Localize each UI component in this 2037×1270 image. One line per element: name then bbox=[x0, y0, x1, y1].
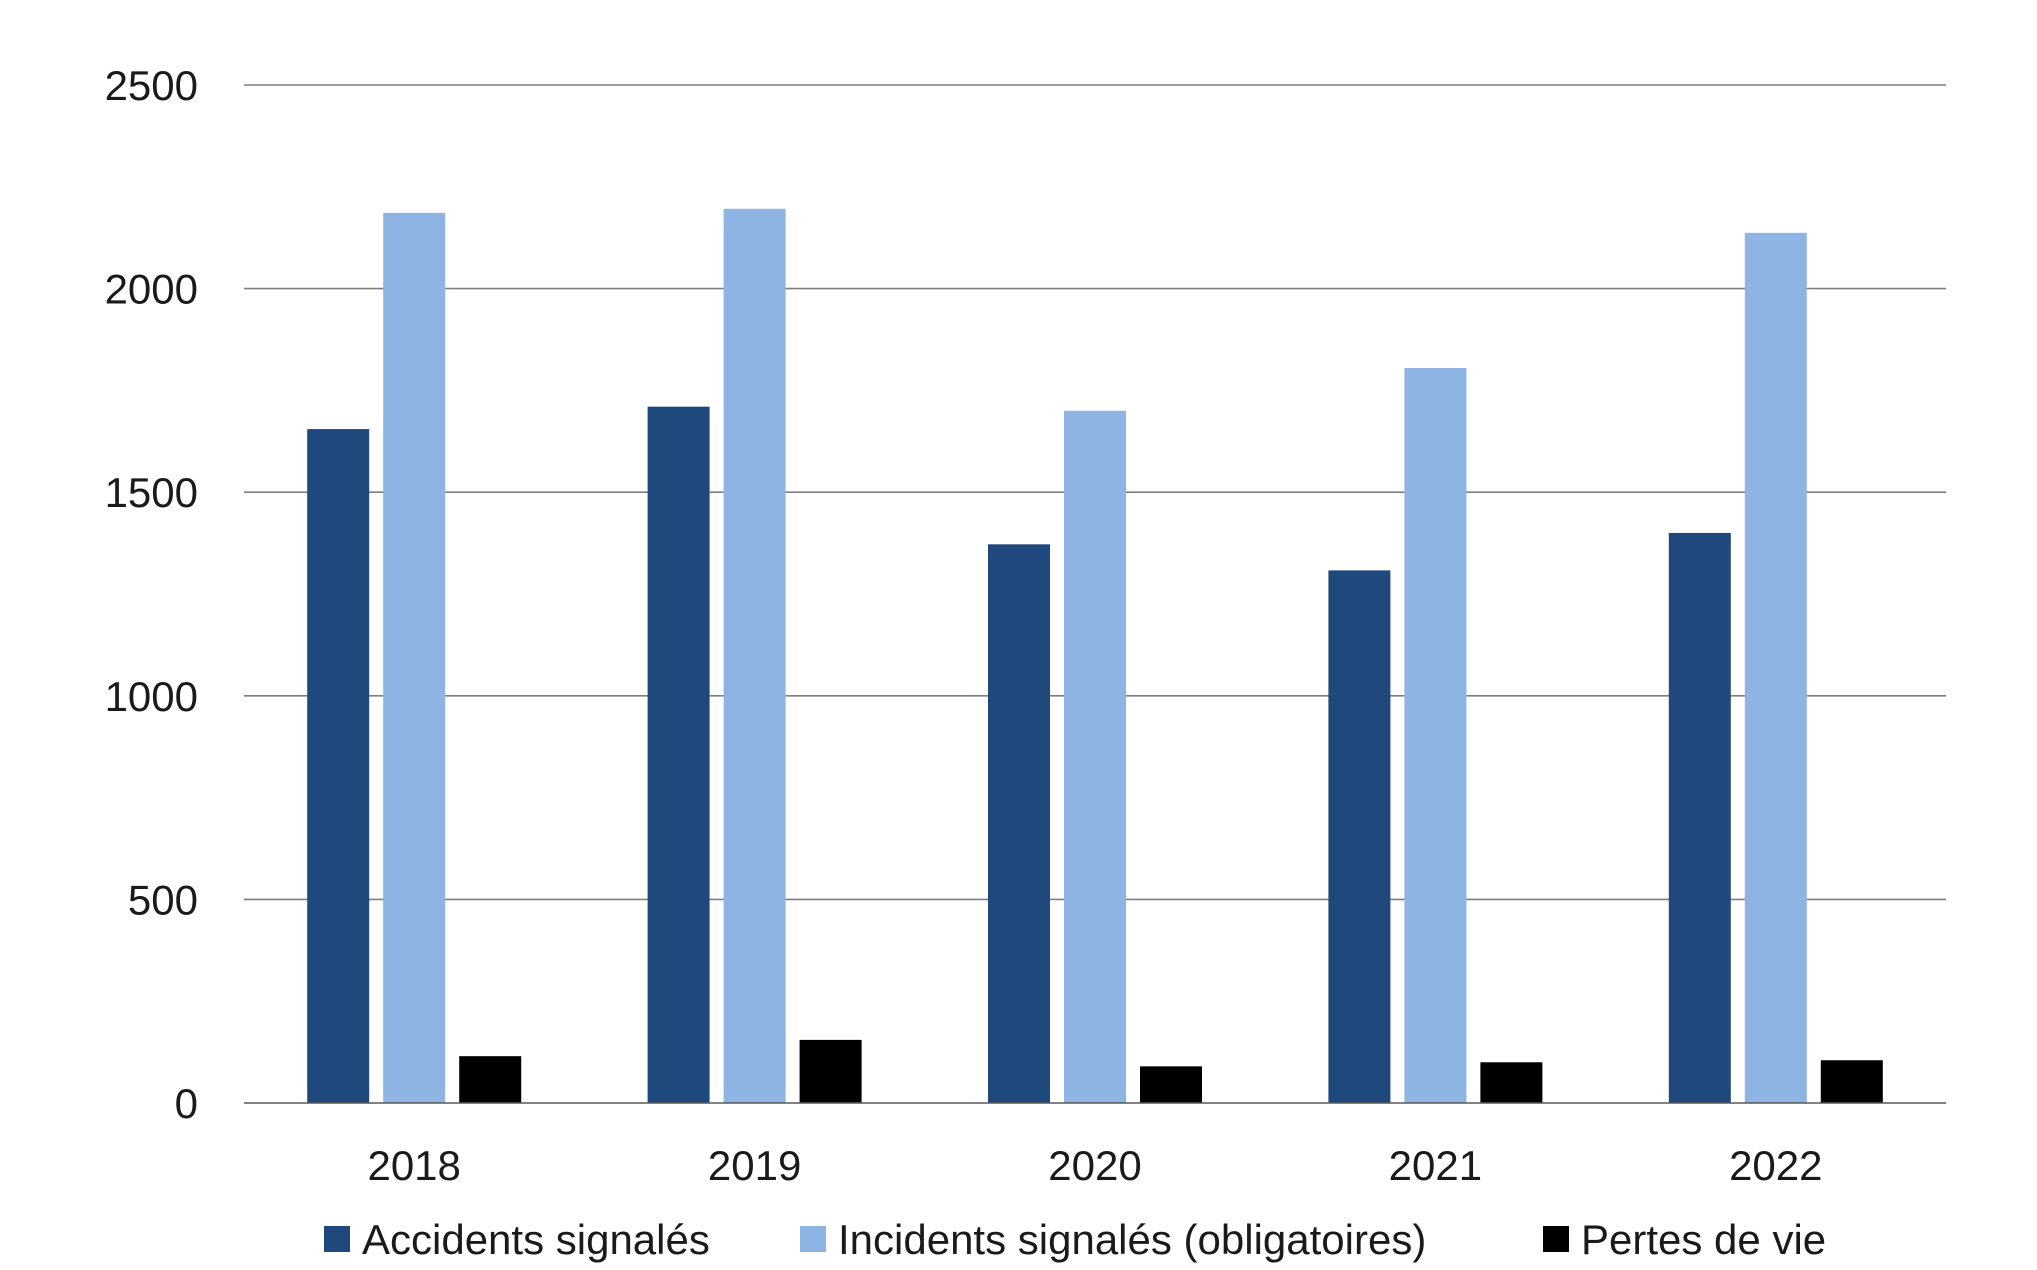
bar-2019-series-3 bbox=[799, 1039, 862, 1103]
legend-swatch bbox=[324, 1226, 350, 1252]
x-tick-label: 2020 bbox=[1048, 1142, 1141, 1189]
bar-2019-series-2 bbox=[723, 208, 786, 1103]
y-tick-label: 2000 bbox=[105, 266, 198, 313]
x-tick-label: 2021 bbox=[1389, 1142, 1482, 1189]
y-tick-label: 2500 bbox=[105, 62, 198, 109]
legend: Accidents signalés Incidents signalés (ob… bbox=[324, 1216, 1826, 1263]
bar-2022-series-1 bbox=[1668, 532, 1731, 1103]
legend-swatch bbox=[1543, 1226, 1569, 1252]
bars bbox=[307, 208, 1883, 1104]
bar-2018-series-3 bbox=[459, 1056, 522, 1103]
legend-swatch bbox=[800, 1226, 826, 1252]
bar-2020-series-2 bbox=[1064, 410, 1126, 1103]
y-axis-tick-labels: 0 500 1000 1500 2000 2500 bbox=[105, 62, 198, 1127]
x-tick-label: 2018 bbox=[367, 1142, 460, 1189]
x-tick-label: 2022 bbox=[1729, 1142, 1822, 1189]
bar-2018-series-2 bbox=[383, 212, 446, 1104]
bar-2021-series-2 bbox=[1404, 368, 1467, 1103]
bar-2021-series-3 bbox=[1480, 1062, 1543, 1103]
x-tick-label: 2019 bbox=[708, 1142, 801, 1189]
y-tick-label: 1000 bbox=[105, 673, 198, 720]
bar-2020-series-1 bbox=[988, 544, 1050, 1103]
y-tick-label: 1500 bbox=[105, 469, 198, 516]
bar-2019-series-1 bbox=[647, 406, 710, 1103]
bar-2018-series-1 bbox=[307, 429, 370, 1104]
bar-2020-series-3 bbox=[1140, 1066, 1202, 1103]
y-tick-label: 0 bbox=[175, 1080, 198, 1127]
bar-2021-series-1 bbox=[1328, 570, 1391, 1103]
bar-2022-series-3 bbox=[1820, 1060, 1883, 1103]
legend-label: Incidents signalés (obligatoires) bbox=[838, 1216, 1426, 1263]
legend-label: Pertes de vie bbox=[1581, 1216, 1826, 1263]
bar-2022-series-2 bbox=[1744, 232, 1807, 1103]
legend-label: Accidents signalés bbox=[362, 1216, 710, 1263]
y-tick-label: 500 bbox=[128, 876, 198, 923]
x-axis-tick-labels: 2018 2019 2020 2021 2022 bbox=[367, 1142, 1822, 1189]
